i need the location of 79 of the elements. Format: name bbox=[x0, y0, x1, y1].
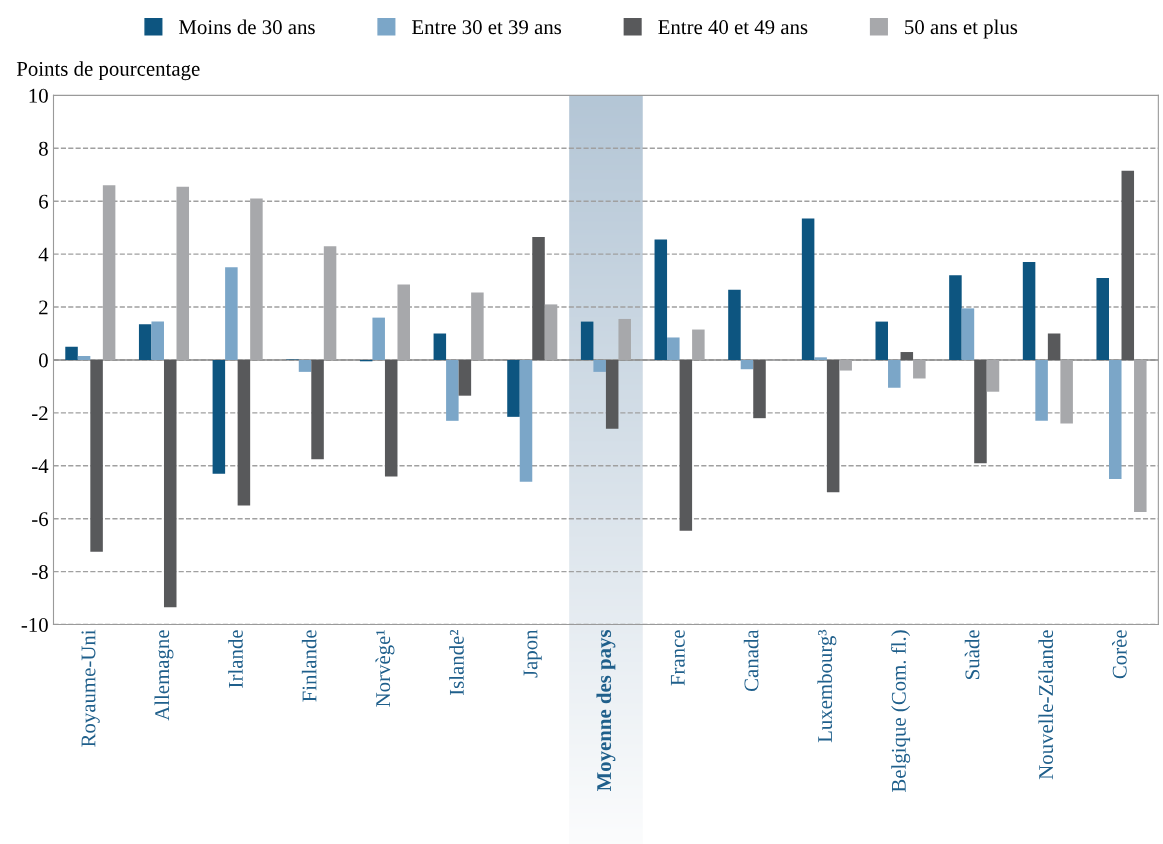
bar bbox=[753, 359, 766, 419]
bar bbox=[605, 359, 619, 429]
bar bbox=[692, 329, 705, 360]
bar bbox=[151, 321, 164, 360]
bar bbox=[1096, 277, 1109, 360]
x-tick-label: Nouvelle-Zélande bbox=[1038, 630, 1054, 780]
bar bbox=[900, 352, 914, 360]
y-tick-label: -10 bbox=[21, 617, 48, 632]
x-tick-label: Corèe bbox=[1112, 630, 1127, 679]
bar bbox=[839, 359, 852, 371]
bar bbox=[384, 359, 398, 477]
legend-label: Entre 30 et 39 ans bbox=[412, 20, 562, 35]
legend-label: 50 ans et plus bbox=[905, 19, 1018, 39]
bar bbox=[801, 218, 815, 360]
bar bbox=[888, 359, 901, 388]
bar bbox=[949, 275, 962, 360]
y-tick-label: 4 bbox=[38, 247, 49, 262]
bar bbox=[77, 356, 91, 360]
bar bbox=[679, 359, 693, 531]
y-tick-label: -2 bbox=[32, 406, 48, 421]
x-tick-label: Japon bbox=[523, 629, 542, 678]
bar bbox=[974, 359, 987, 464]
bar bbox=[458, 359, 472, 396]
bar bbox=[237, 359, 251, 506]
bar bbox=[986, 359, 1000, 392]
x-tick-label: Norvège¹ bbox=[375, 630, 395, 707]
bar bbox=[1022, 262, 1036, 360]
bar bbox=[163, 359, 177, 608]
y-tick-label: -8 bbox=[32, 565, 48, 580]
bar bbox=[90, 359, 103, 552]
x-tick-label: Luxembourg³ bbox=[817, 629, 837, 743]
x-tick-label: Canada bbox=[743, 629, 759, 692]
x-tick-label: Finlande bbox=[301, 630, 317, 702]
bar bbox=[1047, 333, 1061, 360]
bar bbox=[667, 337, 680, 360]
bar bbox=[728, 289, 741, 360]
bar bbox=[740, 359, 754, 370]
y-axis-title: Points de pourcentage bbox=[16, 61, 200, 81]
bar bbox=[138, 324, 152, 360]
bar bbox=[298, 359, 312, 372]
y-tick-label: 10 bbox=[29, 88, 48, 103]
y-tick-label: -6 bbox=[32, 512, 49, 527]
legend-label: Entre 40 et 49 ans bbox=[658, 20, 808, 35]
x-tick-label: Moyenne des pays bbox=[596, 629, 616, 792]
bar bbox=[225, 267, 238, 360]
bar bbox=[618, 318, 631, 360]
x-tick-label: Royaume-Uni bbox=[81, 629, 100, 747]
bar bbox=[814, 357, 827, 360]
bar bbox=[593, 359, 606, 372]
x-tick-label: Belgique (Com. fl.) bbox=[890, 630, 911, 792]
bar bbox=[212, 359, 226, 474]
bar bbox=[1035, 359, 1048, 421]
bar bbox=[1109, 359, 1122, 480]
y-tick-label: 2 bbox=[39, 300, 48, 315]
x-tick-label: Islande² bbox=[449, 629, 464, 696]
bar bbox=[372, 317, 385, 360]
bar bbox=[654, 239, 668, 360]
bar bbox=[1121, 170, 1135, 360]
bar bbox=[913, 359, 926, 379]
x-tick-label: France bbox=[670, 630, 685, 686]
x-tick-label: Irlande bbox=[228, 630, 243, 688]
bar bbox=[826, 359, 840, 493]
y-tick-label: 0 bbox=[39, 353, 48, 368]
bar bbox=[446, 359, 459, 421]
bar bbox=[961, 308, 975, 360]
y-tick-label: -4 bbox=[32, 459, 49, 474]
bar bbox=[532, 236, 545, 360]
bar bbox=[507, 359, 520, 417]
bar bbox=[65, 346, 78, 360]
bar bbox=[875, 321, 889, 360]
bar bbox=[580, 321, 594, 360]
x-tick-label: Allemagne bbox=[154, 630, 174, 721]
bar bbox=[433, 333, 447, 360]
y-tick-label: 6 bbox=[39, 194, 49, 209]
bar bbox=[519, 359, 533, 482]
y-tick-label: 8 bbox=[39, 141, 48, 156]
bar bbox=[311, 359, 324, 460]
legend-label: Moins de 30 ans bbox=[179, 19, 315, 35]
x-tick-label: Suàde bbox=[964, 630, 980, 679]
